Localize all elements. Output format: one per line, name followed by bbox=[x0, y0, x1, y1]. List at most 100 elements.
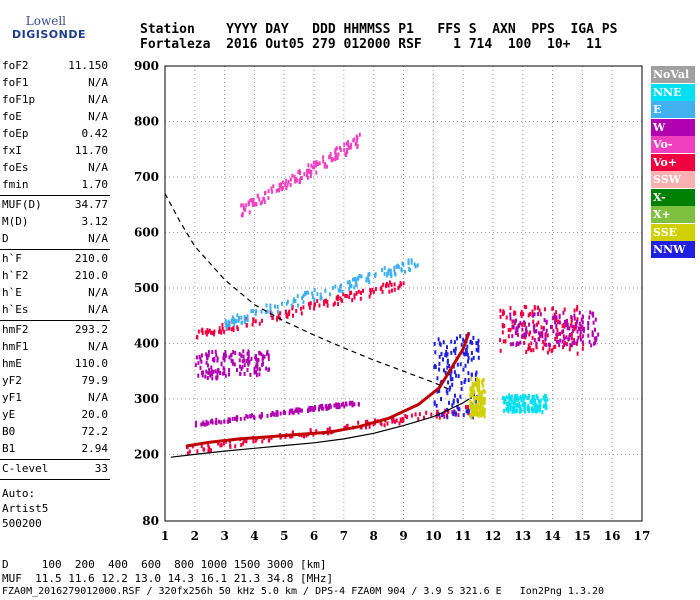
echo-mark bbox=[246, 368, 249, 372]
echo-mark bbox=[243, 438, 246, 443]
echo-mark bbox=[325, 406, 328, 411]
echo-mark bbox=[333, 403, 336, 408]
parameter-value: 1.70 bbox=[81, 178, 109, 191]
divider bbox=[0, 479, 110, 480]
echo-mark bbox=[297, 410, 300, 415]
echo-mark bbox=[529, 311, 532, 316]
echo-mark bbox=[243, 315, 246, 319]
echo-mark bbox=[309, 301, 312, 306]
echo-mark bbox=[483, 412, 486, 417]
echo-mark bbox=[269, 303, 272, 308]
echo-mark bbox=[275, 410, 278, 415]
echo-mark bbox=[222, 441, 225, 446]
echo-mark bbox=[296, 178, 298, 183]
echo-mark bbox=[536, 405, 539, 409]
echo-mark bbox=[515, 330, 518, 335]
echo-mark bbox=[451, 377, 454, 381]
echo-mark bbox=[400, 418, 403, 423]
echo-mark bbox=[509, 306, 512, 311]
echo-mark bbox=[227, 417, 230, 422]
echo-mark bbox=[310, 163, 313, 168]
echo-mark bbox=[194, 363, 197, 368]
echo-mark bbox=[576, 329, 579, 334]
echo-mark bbox=[472, 355, 475, 360]
echo-mark bbox=[365, 276, 368, 281]
echo-mark bbox=[454, 411, 457, 416]
echo-mark bbox=[573, 313, 576, 318]
echo-mark bbox=[211, 420, 214, 425]
echo-mark bbox=[425, 410, 428, 415]
echo-mark bbox=[207, 443, 210, 448]
echo-mark bbox=[578, 310, 581, 315]
parameter-value: N/A bbox=[88, 76, 108, 89]
echo-mark bbox=[440, 351, 443, 356]
echo-mark bbox=[470, 357, 473, 362]
echo-mark bbox=[449, 377, 452, 382]
echo-mark bbox=[353, 402, 356, 407]
echo-mark bbox=[570, 315, 573, 320]
x-tick-label: 6 bbox=[310, 529, 318, 543]
echo-mark bbox=[201, 327, 204, 332]
echo-mark bbox=[580, 317, 583, 322]
echo-mark bbox=[568, 336, 571, 341]
echo-mark bbox=[566, 322, 569, 327]
echo-mark bbox=[453, 348, 455, 353]
echo-mark bbox=[208, 367, 211, 372]
echo-mark bbox=[388, 289, 391, 294]
echo-mark bbox=[262, 361, 264, 366]
echo-mark bbox=[357, 289, 360, 294]
parameter-group-confidence: C-level 33 bbox=[0, 461, 110, 478]
echo-mark bbox=[446, 391, 449, 396]
echo-mark bbox=[243, 372, 246, 376]
echo-mark bbox=[229, 444, 232, 449]
chart-grid bbox=[164, 65, 643, 521]
echo-mark bbox=[391, 419, 394, 424]
y-tick-label: 500 bbox=[134, 281, 159, 295]
echo-mark bbox=[226, 419, 229, 424]
echo-mark bbox=[535, 341, 538, 346]
echo-mark bbox=[313, 406, 316, 411]
echo-mark bbox=[240, 203, 243, 208]
echo-mark bbox=[499, 348, 502, 353]
echo-mark bbox=[331, 286, 334, 291]
echo-mark bbox=[228, 355, 231, 360]
echo-mark bbox=[528, 393, 530, 398]
echo-mark bbox=[571, 324, 574, 329]
echo-mark bbox=[302, 293, 305, 298]
echo-mark bbox=[576, 351, 579, 356]
echo-mark bbox=[542, 339, 545, 344]
echo-mark bbox=[276, 304, 279, 309]
echo-mark bbox=[436, 376, 439, 381]
echo-mark bbox=[504, 396, 506, 401]
echo-mark bbox=[251, 203, 254, 208]
footer-file-info: FZA0M_2016279012000.RSF / 320fx256h 50 k… bbox=[2, 586, 605, 597]
echo-mark bbox=[245, 359, 248, 363]
echo-mark bbox=[511, 409, 514, 414]
echo-mark bbox=[288, 309, 291, 314]
echo-mark bbox=[478, 390, 480, 395]
y-tick-label: 300 bbox=[134, 392, 159, 406]
echo-mark bbox=[581, 314, 584, 319]
echo-mark bbox=[322, 406, 325, 411]
echo-mark bbox=[528, 322, 531, 327]
echo-mark bbox=[322, 159, 325, 164]
echo-mark bbox=[321, 403, 324, 408]
echo-mark bbox=[238, 352, 241, 356]
echo-mark bbox=[227, 319, 230, 324]
echo-mark bbox=[339, 148, 342, 152]
echo-mark bbox=[537, 399, 540, 404]
echo-mark bbox=[221, 326, 224, 331]
echo-mark bbox=[241, 364, 244, 369]
echo-mark bbox=[367, 276, 369, 281]
echo-mark bbox=[208, 370, 211, 375]
parameter-value: N/A bbox=[88, 93, 108, 106]
echo-mark bbox=[243, 358, 245, 363]
legend-item: SSW bbox=[651, 171, 695, 188]
echo-mark bbox=[521, 333, 524, 338]
echo-mark bbox=[220, 443, 223, 448]
echo-mark bbox=[555, 334, 558, 339]
echo-mark bbox=[330, 156, 333, 161]
echo-mark bbox=[252, 415, 255, 420]
echo-mark bbox=[523, 402, 526, 407]
echo-mark bbox=[217, 368, 220, 372]
